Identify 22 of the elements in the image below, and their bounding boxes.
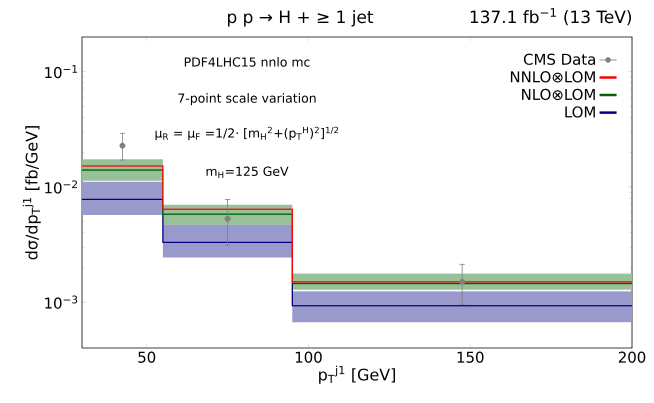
point [119,142,126,149]
text: μ$_{R}$ = μ$_{F}$ =1/2· [m$_{H}$$^{2}$+(p$_{T}$$^{H}$)$^{2}$]$^{1/2}$ [156,126,338,140]
annotation: PDF4LHC15 nnlo mc [184,57,310,67]
x-tick-label: 50 [138,352,156,363]
annotation: m$_{H}$=125 GeV [206,166,288,178]
x-tick-label: 200 [618,352,646,363]
x-tick-label: 100 [296,352,322,363]
y-tick-label: 10$^{−1}$ [45,65,78,78]
legend-label: CMS Data [524,54,595,65]
point [459,278,466,285]
y-axis-title: dσ/dp$_{T}$$^{j1}$ [fb/GeV] [22,126,41,260]
chart-subtitle: 137.1 fb$^{−1}$ (13 TeV) [470,8,632,26]
y-tick-label: 10$^{−2}$ [45,180,77,194]
x-tick-label: 150 [458,352,484,363]
legend-label: NNLO⊗LOM [510,71,595,82]
legend-label: NLO⊗LOM [522,88,595,100]
point [224,216,231,222]
chart-title: p p → H + ≥ 1 jet [228,10,374,27]
y-tick-label: 10$^{−3}$ [45,296,78,309]
annotation: 7-point scale variation [178,93,316,106]
x-axis-title: p$_{T}$$^{j1}$ [GeV] [319,366,395,384]
legend-label: LOM [565,106,595,118]
